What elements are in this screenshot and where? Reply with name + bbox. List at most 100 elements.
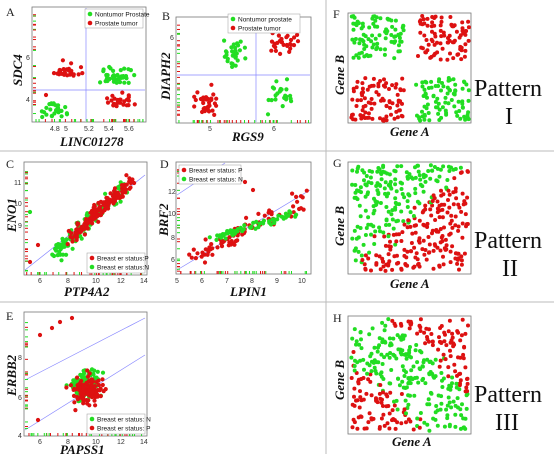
scatter-point — [350, 236, 355, 241]
scatter-point — [237, 48, 242, 53]
rug-mark — [115, 119, 117, 122]
scatter-point — [433, 84, 438, 88]
scatter-point — [288, 96, 293, 101]
ylabel-E: ERBB2 — [4, 354, 19, 397]
scatter-point — [446, 365, 451, 370]
scatter-point — [44, 105, 49, 110]
scatter-point — [379, 416, 384, 421]
legend-label-A-2: Prostate tumor — [95, 21, 138, 28]
scatter-point — [242, 45, 247, 50]
scatter-point — [379, 177, 384, 182]
scatter-point — [122, 66, 127, 71]
scatter-point — [448, 15, 453, 19]
scatter-point — [350, 168, 355, 173]
scatter-point — [393, 34, 398, 39]
scatter-point — [210, 252, 215, 257]
scatter-point — [378, 47, 383, 52]
scatter-point — [393, 242, 398, 247]
rug-mark — [111, 119, 113, 122]
scatter-point — [366, 215, 371, 220]
scatter-point — [381, 169, 385, 174]
scatter-point — [373, 203, 378, 207]
scatter-point — [75, 375, 80, 380]
scatter-point — [460, 26, 465, 31]
scatter-point — [425, 95, 429, 100]
scatter-point — [390, 83, 395, 88]
xtick-C-2: 8 — [66, 278, 70, 285]
rug-mark — [25, 189, 28, 191]
scatter-point — [456, 355, 460, 360]
scatter-point — [195, 251, 200, 256]
scatter-point — [436, 79, 441, 84]
scatter-point — [417, 173, 422, 178]
rug-mark — [75, 119, 77, 122]
scatter-point — [423, 203, 428, 208]
scatter-point — [222, 38, 227, 43]
scatter-point — [366, 115, 371, 120]
scatter-point — [418, 30, 423, 35]
scatter-point — [408, 345, 412, 349]
scatter-point — [397, 43, 401, 48]
scatter-point — [98, 394, 103, 399]
scatter-point — [352, 386, 357, 391]
scatter-point — [456, 228, 461, 233]
rug-mark — [177, 169, 180, 171]
scatter-point — [433, 374, 438, 379]
scatter-point — [68, 234, 73, 239]
scatter-point — [362, 367, 366, 372]
rug-mark — [25, 214, 28, 216]
rug-mark — [25, 221, 28, 223]
scatter-point — [457, 372, 462, 377]
rug-mark — [177, 52, 180, 54]
xtick-E-2: 8 — [66, 439, 70, 446]
legend-marker-green-C — [89, 264, 95, 270]
scatter-point — [413, 175, 418, 180]
scatter-point — [459, 57, 464, 62]
scatter-point — [203, 237, 208, 242]
scatter-point — [128, 68, 133, 73]
scatter-point — [450, 381, 454, 386]
scatter-point — [124, 173, 129, 178]
plot-frame-D — [175, 161, 312, 275]
scatter-point — [382, 186, 387, 191]
scatter-point — [84, 213, 89, 218]
rug-mark — [224, 271, 226, 274]
scatter-point — [78, 65, 84, 70]
scatter-point — [365, 371, 370, 376]
scatter-point — [366, 222, 371, 227]
scatter-point — [359, 98, 363, 103]
scatter-point — [98, 208, 103, 213]
scatter-point — [440, 105, 445, 110]
rug-mark — [248, 271, 250, 274]
xtick-D-6: 10 — [298, 278, 306, 285]
scatter-point — [378, 229, 382, 234]
scatter-point — [450, 24, 455, 29]
scatter-point — [54, 108, 59, 113]
scatter-point — [431, 248, 436, 253]
scatter-point — [353, 183, 358, 187]
rug-mark — [58, 272, 60, 275]
scatter-point — [409, 368, 414, 373]
rug-mark — [98, 272, 100, 275]
scatter-point — [383, 268, 388, 273]
scatter-point — [392, 403, 397, 408]
rug-mark — [33, 78, 36, 80]
rug-mark — [276, 120, 278, 123]
scatter-point — [398, 335, 402, 340]
rug-mark — [260, 120, 262, 123]
scatter-point — [376, 92, 381, 97]
scatter-point — [441, 164, 446, 169]
rug-mark — [80, 119, 82, 122]
scatter-point — [430, 199, 435, 203]
rug-mark — [107, 433, 109, 436]
scatter-point — [233, 54, 238, 59]
scatter-point — [381, 230, 386, 235]
scatter-point — [363, 266, 368, 271]
scatter-point — [453, 412, 458, 417]
rug-mark — [25, 426, 28, 428]
scatter-point — [372, 345, 377, 350]
scatter-point — [102, 208, 107, 213]
scatter-point — [390, 267, 395, 272]
rug-mark — [177, 32, 180, 34]
scatter-point — [369, 232, 373, 237]
